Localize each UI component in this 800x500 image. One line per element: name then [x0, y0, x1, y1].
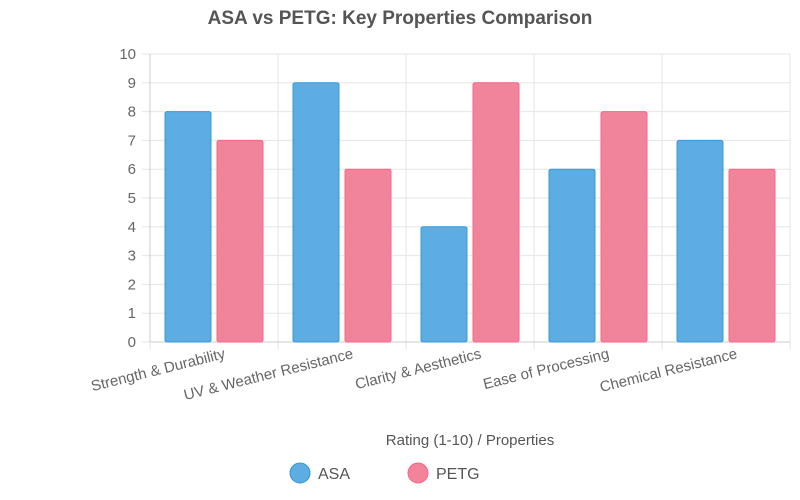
y-axis-ticks: 0 1 2 3 4 5 6 7 8 9 10: [119, 46, 136, 351]
y-tick-label: 9: [128, 75, 136, 92]
bar-petg-3: [600, 111, 648, 343]
y-tick-label: 5: [128, 190, 136, 207]
legend-label-asa: ASA: [318, 466, 350, 483]
y-tick-label: 7: [128, 132, 136, 149]
bar-asa-0: [164, 111, 212, 343]
legend-marker-asa: [289, 462, 311, 484]
x-axis-title: Rating (1-10) / Properties: [386, 432, 554, 449]
bar-petg-1: [344, 168, 392, 343]
bar-asa-2: [420, 226, 468, 343]
bar-petg-2: [472, 82, 520, 343]
x-tick-label: Chemical Resistance: [598, 345, 739, 396]
y-tick-label: 2: [128, 276, 136, 293]
y-tick-label: 0: [128, 334, 136, 351]
x-tick-label: Clarity & Aesthetics: [353, 345, 482, 393]
bars: [164, 82, 776, 343]
bar-asa-1: [292, 82, 340, 343]
y-tick-label: 6: [128, 161, 136, 178]
y-tick-label: 10: [119, 46, 136, 63]
y-tick-label: 3: [128, 248, 136, 265]
bar-asa-4: [676, 139, 724, 343]
y-tick-label: 4: [128, 219, 136, 236]
bar-petg-4: [728, 168, 776, 343]
y-tick-label: 8: [128, 104, 136, 121]
x-tick-label: Ease of Processing: [481, 345, 611, 393]
bar-petg-0: [216, 139, 264, 343]
chart-title: ASA vs PETG: Key Properties Comparison: [208, 8, 593, 29]
legend-label-petg: PETG: [436, 466, 480, 483]
y-tick-label: 1: [128, 305, 136, 322]
legend-marker-petg: [407, 462, 429, 484]
legend: ASA PETG: [289, 462, 480, 484]
bar-asa-3: [548, 168, 596, 343]
